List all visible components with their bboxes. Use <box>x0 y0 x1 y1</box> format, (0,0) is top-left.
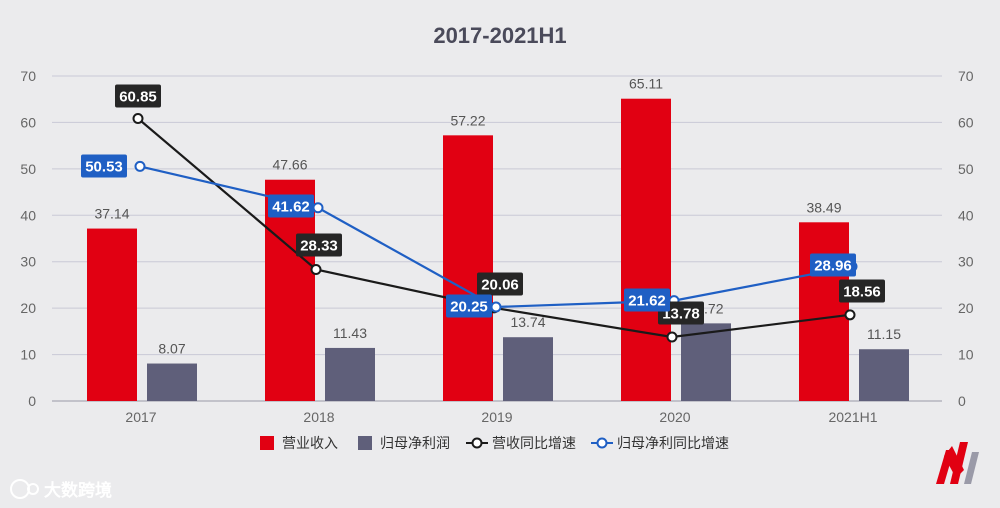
x-tick-label: 2018 <box>303 409 334 425</box>
line-point <box>666 331 678 343</box>
label-background <box>268 194 314 218</box>
line-value-label-box: 20.06 <box>477 272 523 296</box>
line-point <box>134 160 146 172</box>
legend-item[interactable]: 归母净利同比增速 <box>591 435 729 451</box>
legend-label: 归母净利润 <box>380 435 450 451</box>
x-tick-label: 2017 <box>125 409 156 425</box>
bar <box>503 337 553 401</box>
line-value-label-box: 21.62 <box>624 288 670 312</box>
line-value-label-box: 41.62 <box>268 194 314 218</box>
line-value-label-box: 18.56 <box>839 279 885 303</box>
line-point <box>312 202 324 214</box>
bar-value-label: 57.22 <box>450 112 485 128</box>
y-tick-label-right: 0 <box>958 393 966 409</box>
y-tick-label-left: 10 <box>20 347 36 363</box>
bars <box>87 98 909 402</box>
watermark: 大数跨境 <box>10 479 112 500</box>
bar-value-label: 8.07 <box>158 341 185 357</box>
label-background <box>839 279 885 303</box>
line-point <box>844 309 856 321</box>
bar <box>87 228 137 401</box>
legend-label: 归母净利同比增速 <box>617 435 729 451</box>
bar <box>799 222 849 401</box>
y-tick-label-left: 70 <box>20 68 36 84</box>
x-tick-label: 2020 <box>659 409 690 425</box>
series-lines <box>132 112 858 343</box>
legend-item[interactable]: 营收同比增速 <box>466 435 576 451</box>
y-tick-label-right: 60 <box>958 114 974 130</box>
bar <box>325 347 375 401</box>
x-tick-label: 2019 <box>481 409 512 425</box>
y-tick-label-right: 70 <box>958 68 974 84</box>
bar-value-label: 65.11 <box>629 76 663 92</box>
line-value-label: 41.62 <box>272 199 310 216</box>
y-tick-label-right: 50 <box>958 161 974 177</box>
line-value-label-box: 28.96 <box>810 253 856 277</box>
bar <box>147 363 197 401</box>
line-point <box>490 301 502 313</box>
bar <box>443 135 493 402</box>
legend[interactable]: 营业收入 归母净利润 营收同比增速 归母净利同比增速 <box>260 435 729 451</box>
y-tick-label-right: 10 <box>958 347 974 363</box>
line-value-label-box: 60.85 <box>115 84 161 108</box>
line-point <box>132 112 144 124</box>
line-value-label: 13.78 <box>662 306 700 323</box>
y-tick-label-left: 20 <box>20 300 36 316</box>
bar-value-label: 13.74 <box>510 314 545 330</box>
bar <box>859 349 909 401</box>
legend-label: 营收同比增速 <box>492 435 576 451</box>
legend-marker <box>596 437 608 449</box>
bar <box>621 98 671 401</box>
y-tick-label-right: 20 <box>958 300 974 316</box>
chart-title: 2017-2021H1 <box>433 23 566 48</box>
y-tick-label-left: 60 <box>20 114 36 130</box>
y-tick-label-left: 30 <box>20 254 36 270</box>
bar-value-label: 11.15 <box>867 326 901 342</box>
line-point <box>310 263 322 275</box>
legend-label: 营业收入 <box>282 435 338 451</box>
line-value-label: 20.25 <box>450 299 488 316</box>
y-tick-label-left: 50 <box>20 161 36 177</box>
watermark-text: 大数跨境 <box>44 480 112 500</box>
legend-swatch <box>358 436 372 450</box>
x-tick-label: 2021H1 <box>828 409 877 425</box>
bar-value-label: 38.49 <box>806 199 841 215</box>
legend-item[interactable]: 归母净利润 <box>358 435 450 451</box>
legend-item[interactable]: 营业收入 <box>260 435 338 451</box>
brand-logo-icon <box>936 442 979 484</box>
line-value-label-box: 28.33 <box>296 233 342 257</box>
label-background <box>81 154 127 178</box>
bar-value-label: 47.66 <box>272 157 307 173</box>
y-tick-label-right: 40 <box>958 207 974 223</box>
label-background <box>446 294 492 318</box>
legend-marker <box>471 437 483 449</box>
label-background <box>477 272 523 296</box>
y-tick-label-left: 0 <box>28 393 36 409</box>
line-value-label: 20.06 <box>481 277 519 294</box>
label-background <box>810 253 856 277</box>
line-value-label: 50.53 <box>85 159 123 176</box>
line-value-label: 21.62 <box>628 293 666 310</box>
watermark-logo-icon <box>10 479 39 499</box>
line-value-label: 60.85 <box>119 89 157 106</box>
line-value-label: 18.56 <box>843 284 881 301</box>
line-value-label: 28.33 <box>300 238 338 255</box>
y-tick-label-right: 30 <box>958 254 974 270</box>
y-tick-label-left: 40 <box>20 207 36 223</box>
data-labels: 37.14 47.66 57.22 65.11 38.49 8.07 11.43 13.74 1… <box>81 76 901 357</box>
label-background <box>624 288 670 312</box>
label-background <box>296 233 342 257</box>
line-value-label-box: 20.25 <box>446 294 492 318</box>
bar-value-label: 37.14 <box>94 206 129 222</box>
bar-value-label: 11.43 <box>333 325 367 341</box>
line-value-label-box: 50.53 <box>81 154 127 178</box>
legend-swatch <box>260 436 274 450</box>
label-background <box>115 84 161 108</box>
line-value-label: 28.96 <box>814 258 852 275</box>
bar <box>681 323 731 401</box>
